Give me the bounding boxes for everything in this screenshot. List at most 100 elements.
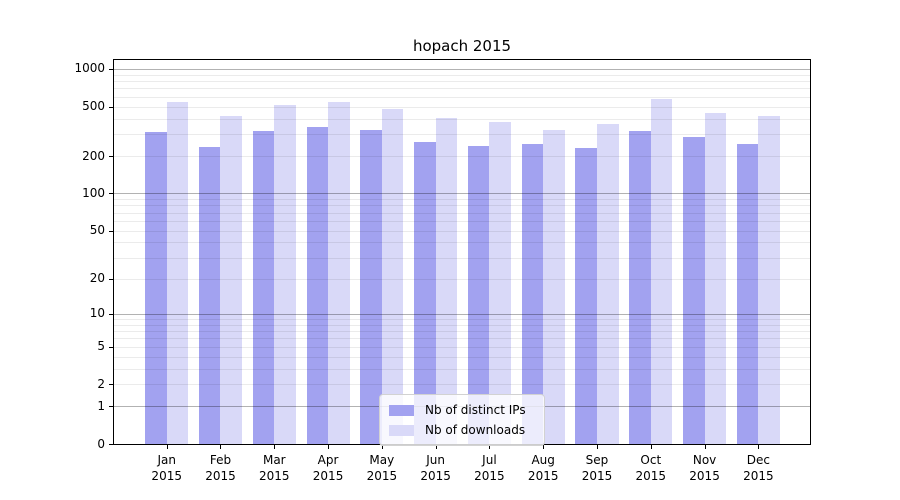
- bar-nb-of-distinct-ips-jul: [467, 145, 490, 444]
- x-tick-mark: [274, 445, 276, 449]
- gridline-minor: [114, 220, 810, 222]
- y-tick-mark: [109, 444, 114, 445]
- bar-nb-of-distinct-ips-nov: [683, 136, 705, 444]
- x-tick-label-may: May 2015: [366, 453, 398, 483]
- bar-nb-of-downloads-sep: [597, 123, 619, 444]
- gridline-minor: [114, 199, 810, 201]
- legend-item-downloads: Nb of downloads: [389, 420, 536, 440]
- x-tick-label-nov: Nov 2015: [689, 453, 720, 483]
- gridline-minor: [114, 257, 810, 259]
- legend-label: Nb of distinct IPs: [425, 403, 526, 417]
- legend: Nb of distinct IPs Nb of downloads: [379, 394, 545, 446]
- y-tick-mark: [109, 156, 114, 158]
- gridline-minor: [114, 331, 810, 333]
- y-tick-mark: [109, 406, 114, 408]
- gridline-minor: [114, 384, 810, 386]
- bar-nb-of-downloads-dec: [758, 116, 780, 444]
- x-tick-mark: [650, 445, 652, 449]
- chart-title: hopach 2015: [412, 37, 512, 55]
- gridline-major: [114, 313, 810, 315]
- x-tick-label-dec: Dec 2015: [743, 453, 774, 483]
- bar-nb-of-distinct-ips-mar: [252, 131, 275, 444]
- x-tick-mark: [489, 445, 491, 449]
- bar-nb-of-downloads-jul: [489, 122, 511, 444]
- bar-nb-of-distinct-ips-sep: [575, 147, 597, 444]
- y-tick-label: 2: [97, 376, 105, 391]
- bar-nb-of-downloads-jan: [166, 101, 189, 444]
- bar-nb-of-distinct-ips-jun: [414, 141, 436, 444]
- x-tick-label-sep: Sep 2015: [581, 453, 613, 483]
- bar-nb-of-downloads-aug: [543, 129, 565, 444]
- bar-nb-of-distinct-ips-feb: [198, 146, 221, 444]
- gridline-minor: [114, 134, 810, 136]
- legend-swatch: [389, 424, 414, 436]
- y-tick-label: 100: [82, 185, 105, 200]
- bar-nb-of-downloads-nov: [704, 112, 727, 444]
- x-tick-mark: [328, 445, 330, 449]
- y-tick-label: 200: [82, 148, 105, 163]
- gridline-minor: [114, 74, 810, 76]
- y-tick-mark: [109, 106, 114, 108]
- x-tick-mark: [543, 445, 545, 449]
- y-tick-mark: [109, 384, 114, 386]
- y-tick-mark: [109, 68, 114, 70]
- x-tick-mark: [704, 445, 706, 449]
- x-tick-mark: [597, 445, 598, 449]
- gridline-minor: [114, 96, 810, 98]
- gridline-minor: [114, 338, 810, 340]
- x-tick-mark: [435, 445, 437, 449]
- gridline-minor: [114, 106, 810, 108]
- y-tick-mark: [109, 230, 114, 232]
- gridline-minor: [114, 230, 810, 232]
- bar-nb-of-distinct-ips-oct: [629, 131, 651, 444]
- bar-nb-of-distinct-ips-may: [360, 130, 382, 444]
- gridline-minor: [114, 346, 810, 348]
- gridline-major: [114, 193, 810, 195]
- bar-nb-of-downloads-feb: [220, 116, 242, 444]
- x-tick-label-apr: Apr 2015: [312, 453, 344, 483]
- gridline-minor: [114, 156, 810, 158]
- gridline-minor: [114, 81, 810, 83]
- x-tick-label-oct: Oct 2015: [635, 453, 667, 483]
- gridline-minor: [114, 368, 810, 370]
- legend-label: Nb of downloads: [425, 423, 526, 437]
- y-tick-label: 5: [97, 339, 105, 354]
- bar-nb-of-distinct-ips-jan: [145, 132, 167, 444]
- gridline-minor: [114, 242, 810, 244]
- bar-nb-of-distinct-ips-aug: [521, 144, 544, 444]
- y-tick-mark: [109, 313, 114, 315]
- bar-nb-of-downloads-mar: [274, 105, 296, 444]
- y-tick-label: 500: [82, 99, 105, 114]
- bar-nb-of-downloads-may: [381, 108, 404, 444]
- y-tick-label: 1000: [74, 61, 105, 76]
- gridline-minor: [114, 205, 810, 207]
- bar-nb-of-downloads-apr: [328, 101, 350, 444]
- gridline-minor: [114, 88, 810, 90]
- x-tick-label-jul: Jul 2015: [474, 453, 505, 483]
- gridline-minor: [114, 118, 810, 120]
- x-tick-label-jan: Jan 2015: [151, 453, 182, 483]
- x-tick-label-aug: Aug 2015: [527, 453, 559, 483]
- legend-item-distinct-ips: Nb of distinct IPs: [389, 400, 536, 420]
- x-tick-mark: [166, 445, 168, 449]
- y-tick-mark: [109, 278, 114, 280]
- gridline-minor: [114, 212, 810, 214]
- y-tick-label: 0: [97, 436, 105, 451]
- gridline-minor: [114, 324, 810, 326]
- gridline-major: [114, 68, 810, 70]
- y-tick-label: 20: [89, 271, 105, 286]
- x-tick-label-mar: Mar 2015: [259, 453, 290, 483]
- bar-nb-of-downloads-jun: [435, 118, 458, 444]
- legend-swatch: [389, 404, 414, 416]
- gridline-minor: [114, 319, 810, 320]
- plot-area: Nb of distinct IPs Nb of downloads: [113, 59, 811, 446]
- gridline-minor: [114, 356, 810, 358]
- y-tick-label: 50: [89, 223, 105, 238]
- y-tick-label: 10: [89, 306, 105, 321]
- x-tick-mark: [758, 445, 760, 449]
- x-tick-mark: [220, 445, 222, 449]
- x-tick-label-jun: Jun 2015: [420, 453, 451, 483]
- bar-nb-of-distinct-ips-dec: [736, 144, 759, 444]
- bar-nb-of-downloads-oct: [650, 98, 673, 444]
